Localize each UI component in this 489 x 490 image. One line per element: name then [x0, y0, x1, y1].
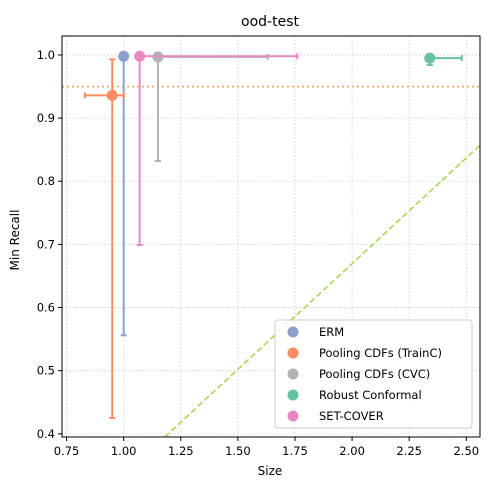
x-axis-ticks: 0.75 1.00 1.25 1.50 1.75 2.00 2.25 2.50: [54, 437, 479, 458]
x-tick-label: 1.75: [282, 444, 308, 458]
legend-label: Pooling CDFs (TrainC): [319, 346, 442, 360]
series-set-cover: [134, 50, 299, 247]
x-tick-label: 2.50: [453, 444, 479, 458]
series-pooling-cdfs-cvc: [152, 51, 269, 163]
legend: ERM Pooling CDFs (TrainC) Pooling CDFs (CV…: [274, 319, 473, 429]
data-point: [134, 50, 146, 62]
y-tick-label: 0.5: [37, 364, 55, 378]
y-tick-label: 1.0: [37, 48, 55, 62]
legend-label: ERM: [319, 325, 344, 339]
chart-title: ood-test: [241, 14, 299, 30]
x-tick-label: 1.00: [111, 444, 137, 458]
data-point: [118, 50, 130, 62]
y-tick-label: 0.7: [37, 237, 55, 251]
data-series: [83, 50, 463, 420]
x-tick-label: 1.25: [168, 444, 194, 458]
y-axis-ticks: 0.4 0.5 0.6 0.7 0.8 0.9 1.0: [37, 48, 62, 441]
series-erm: [118, 50, 130, 337]
series-robust-conformal: [424, 52, 463, 67]
series-pooling-cdfs-trainc: [83, 58, 125, 420]
legend-label: Robust Conformal: [319, 388, 422, 402]
legend-marker: [287, 347, 299, 359]
y-tick-label: 0.4: [37, 427, 55, 441]
y-tick-label: 0.9: [37, 111, 55, 125]
y-tick-label: 0.6: [37, 301, 55, 315]
legend-marker: [287, 410, 299, 422]
x-axis-label: Size: [258, 464, 283, 478]
legend-label: Pooling CDFs (CVC): [319, 367, 430, 381]
x-tick-label: 2.25: [396, 444, 422, 458]
x-tick-label: 1.50: [225, 444, 251, 458]
data-point: [106, 89, 118, 101]
x-tick-label: 0.75: [54, 444, 80, 458]
data-point: [424, 52, 436, 64]
y-axis-label: Min Recall: [8, 210, 22, 271]
x-tick-label: 2.00: [339, 444, 365, 458]
legend-box: [274, 319, 473, 429]
legend-marker: [287, 368, 299, 380]
legend-marker: [287, 326, 299, 338]
legend-label: SET-COVER: [319, 409, 384, 423]
y-tick-label: 0.8: [37, 174, 55, 188]
legend-marker: [287, 389, 299, 401]
plot-area-frame: [61, 35, 481, 438]
